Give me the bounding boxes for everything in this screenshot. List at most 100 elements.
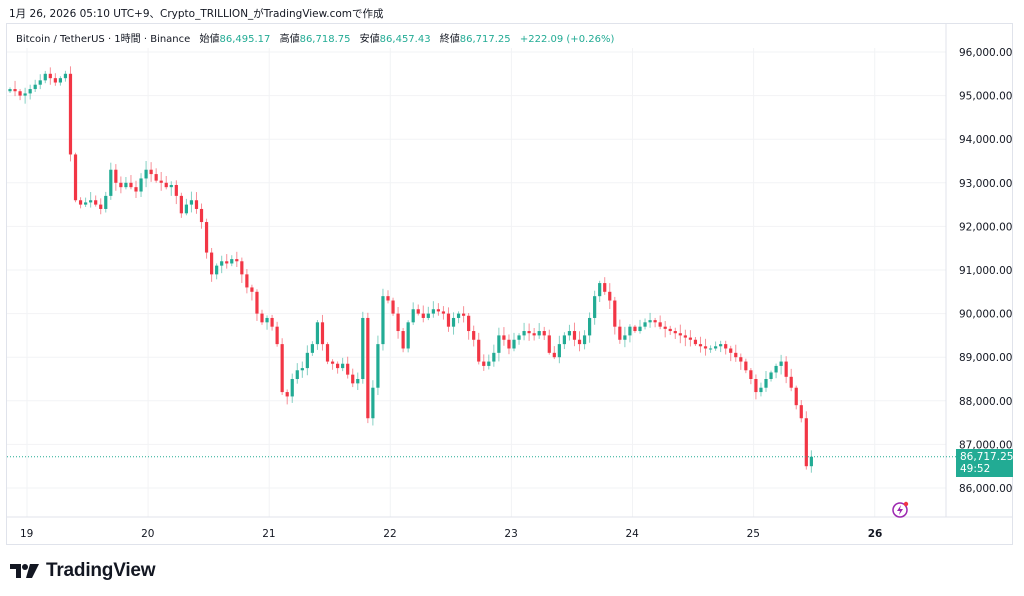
candle-body (411, 309, 415, 323)
candle-body (487, 361, 491, 366)
candle-body (693, 339, 698, 345)
candle-body (497, 335, 501, 353)
candle-body (154, 174, 158, 181)
candle-body (608, 291, 612, 301)
candle-body (426, 313, 430, 318)
candle-body (477, 339, 481, 362)
tradingview-logo[interactable]: TradingView (10, 560, 156, 582)
candle-body (603, 283, 607, 292)
candle-body (754, 379, 758, 393)
candle-body (28, 89, 32, 94)
candle-body (179, 195, 183, 214)
candle-body (215, 265, 219, 275)
candle-body (371, 387, 375, 419)
last-price-tag: 86,717.25 49:52 (956, 449, 1013, 477)
candle-body (194, 200, 199, 209)
candle-body (305, 352, 309, 369)
candle-body (714, 346, 718, 349)
candle-body (582, 335, 587, 345)
candle-body (290, 379, 294, 397)
candle-body (325, 344, 330, 362)
candle-body (210, 252, 214, 275)
candle-body (53, 78, 57, 83)
symbol-title: Bitcoin / TetherUS · 1時間 · Binance (16, 34, 191, 45)
time-axis-label: 23 (504, 528, 517, 540)
candle-body (451, 317, 456, 327)
candle-body (532, 333, 536, 336)
price-axis-label: 87,000.00 (959, 439, 1012, 451)
candle-body (356, 379, 360, 384)
candle-body (250, 287, 254, 292)
time-axis-label: 26 (868, 528, 883, 540)
candle-body (522, 331, 526, 336)
candle-body (729, 348, 733, 353)
candle-body (613, 300, 617, 327)
candle-body (58, 78, 62, 83)
candle-body (401, 331, 405, 349)
candle-body (376, 344, 380, 388)
candle-body (658, 322, 662, 327)
candle-body (719, 344, 723, 347)
candle-body (683, 335, 687, 338)
candle-body (668, 328, 672, 332)
price-axis-label: 88,000.00 (959, 396, 1012, 408)
candle-body (436, 309, 440, 312)
chart-caption: 1月 26, 2026 05:10 UTC+9、Crypto_TRILLION_… (9, 8, 384, 20)
candle-body (38, 80, 42, 85)
candle-body (724, 344, 728, 349)
candle-body (678, 333, 682, 336)
candle-body (431, 309, 435, 314)
candle-body (492, 352, 496, 362)
candle-body (593, 296, 597, 318)
last-price-value: 86,717.25 (960, 451, 1014, 463)
candle-body (598, 283, 602, 297)
candle-body (744, 361, 748, 371)
candle-body (618, 326, 622, 340)
candle-body (260, 313, 264, 323)
price-axis-label: 94,000.00 (959, 134, 1012, 146)
candle-body (13, 89, 17, 92)
bar-countdown: 49:52 (960, 463, 991, 475)
flash-icon (892, 502, 908, 518)
candle-body (149, 169, 153, 175)
candle-body (703, 346, 708, 349)
candle-body (396, 313, 400, 332)
candle-body (230, 259, 234, 264)
candle-body (663, 326, 667, 329)
candle-body (577, 339, 582, 345)
candle-body (73, 154, 78, 201)
candle-body (189, 200, 194, 205)
candle-body (688, 337, 692, 340)
candle-body (446, 313, 451, 327)
candle-body (245, 274, 249, 288)
candle-body (139, 178, 143, 192)
candle-body (144, 169, 148, 179)
candle-body (552, 352, 556, 358)
candle-body (482, 361, 486, 366)
candle-body (462, 313, 466, 316)
price-axis-label: 89,000.00 (959, 352, 1012, 364)
candle-body (310, 344, 314, 353)
candle-body (472, 331, 476, 340)
candle-body (124, 182, 128, 188)
candle-body (759, 387, 763, 393)
price-axis-label: 90,000.00 (959, 309, 1012, 321)
candle-body (119, 182, 123, 188)
candle-body (94, 200, 98, 205)
price-axis-label: 86,000.00 (959, 483, 1012, 495)
candle-body (653, 320, 657, 323)
time-axis-label: 19 (20, 528, 33, 540)
candle-body (23, 93, 27, 96)
candle-body (537, 331, 541, 336)
tradingview-logo-icon (10, 564, 39, 578)
candle-body (673, 331, 677, 334)
candle-body (764, 379, 768, 388)
candle-body (315, 322, 320, 345)
candle-body (225, 261, 229, 264)
notification-dot-icon (903, 501, 909, 507)
candle-body (265, 317, 269, 323)
candle-body (300, 368, 304, 371)
candle-body (562, 335, 566, 345)
candle-body (799, 405, 803, 419)
